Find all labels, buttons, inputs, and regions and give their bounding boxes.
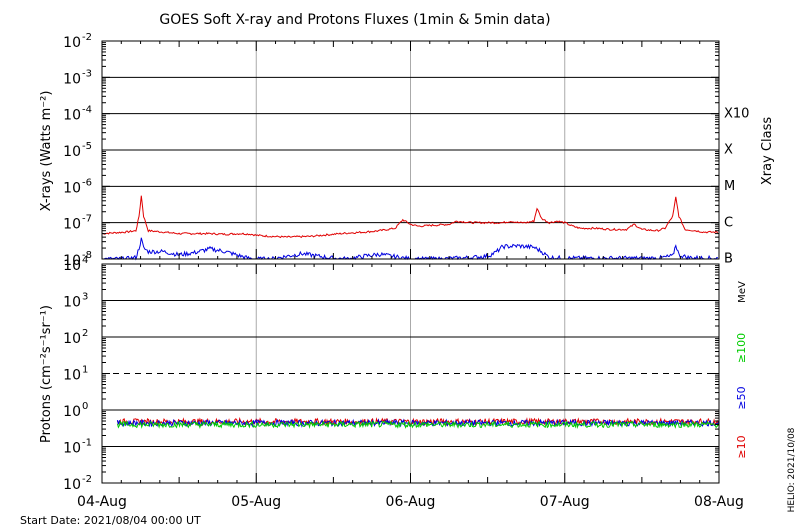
xray-y-tick-label-exponent: -8 xyxy=(82,250,92,261)
start-date-label: Start Date: 2021/08/04 00:00 UT xyxy=(20,514,201,527)
xray-y-tick-label: 10 xyxy=(63,108,81,124)
xray-y-tick-label-exponent: -3 xyxy=(82,68,92,79)
proton-y-tick-label: 10 xyxy=(63,441,81,457)
xray-long-series xyxy=(101,195,719,239)
proton-series-ge50 xyxy=(116,418,720,428)
proton-y-tick-label-exponent: 0 xyxy=(82,401,88,412)
xray-y-tick-label-exponent: -6 xyxy=(82,177,92,188)
proton-y-tick-label-exponent: -2 xyxy=(82,474,92,485)
xray-y-tick-label-exponent: -4 xyxy=(82,105,92,116)
proton-series-ge100 xyxy=(116,419,720,430)
proton-y-tick-label: 10 xyxy=(63,477,81,493)
proton-y-tick-label-exponent: 3 xyxy=(82,292,88,303)
xray-class-label: C xyxy=(724,215,733,230)
proton-y-tick-label: 10 xyxy=(63,258,81,274)
xray-y-tick-labels: 10-810-710-610-510-410-310-2 xyxy=(63,32,92,269)
x-tick-label: 05-Aug xyxy=(231,494,281,510)
x-tick-label: 08-Aug xyxy=(694,494,744,510)
proton-legend-entry: ≥100 xyxy=(735,333,748,363)
xray-y-tick-label: 10 xyxy=(63,217,81,233)
x-tick-labels: 04-Aug 05-Aug 06-Aug 07-Aug 08-Aug xyxy=(77,494,744,510)
proton-y-axis-label: Protons (cm⁻²s⁻¹sr⁻¹) xyxy=(39,305,54,443)
proton-y-tick-label-exponent: 2 xyxy=(82,328,88,339)
proton-y-tick-label-exponent: 1 xyxy=(82,365,88,376)
proton-y-tick-label-exponent: -1 xyxy=(82,438,92,449)
xray-short-series xyxy=(102,237,718,261)
proton-legend: ≥10 ≥50 ≥100 xyxy=(735,333,748,459)
proton-legend-entry: ≥10 xyxy=(735,435,748,458)
grid-layer xyxy=(102,41,719,483)
proton-y-tick-label: 10 xyxy=(63,331,81,347)
xray-y-tick-label: 10 xyxy=(63,253,81,269)
x-tick-label: 06-Aug xyxy=(386,494,436,510)
proton-y-tick-label: 10 xyxy=(63,295,81,311)
xray-class-axis-label: Xray Class xyxy=(760,117,775,185)
xray-y-tick-label: 10 xyxy=(63,35,81,51)
proton-y-tick-label-exponent: 4 xyxy=(82,255,88,266)
xray-y-tick-label-exponent: -5 xyxy=(82,141,92,152)
xray-class-label: M xyxy=(724,179,735,194)
xray-class-labels: B C M X X10 xyxy=(724,106,749,266)
xray-y-tick-label-exponent: -7 xyxy=(82,214,92,225)
proton-y-tick-label: 10 xyxy=(63,368,81,384)
xray-y-tick-label: 10 xyxy=(63,180,81,196)
helio-date-label: HELIO: 2021/10/08 xyxy=(787,427,797,512)
xray-y-tick-label-exponent: -2 xyxy=(82,32,92,43)
proton-y-tick-label: 10 xyxy=(63,404,81,420)
mev-unit-label: MeV xyxy=(737,281,748,303)
xray-class-label: B xyxy=(724,252,733,267)
proton-legend-entry: ≥50 xyxy=(735,386,748,409)
chart-title: GOES Soft X-ray and Protons Fluxes (1min… xyxy=(159,12,550,28)
xray-class-label: X10 xyxy=(724,106,749,121)
xray-y-tick-label: 10 xyxy=(63,144,81,160)
xray-class-label: X xyxy=(724,143,733,158)
frame-layer xyxy=(101,40,720,484)
x-tick-label: 07-Aug xyxy=(540,494,590,510)
xray-y-axis-label: X-rays (Watts m⁻²) xyxy=(39,91,54,212)
xray-y-tick-label: 10 xyxy=(63,71,81,87)
x-tick-label: 04-Aug xyxy=(77,494,127,510)
